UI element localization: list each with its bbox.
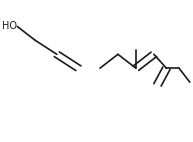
Text: HO: HO: [2, 21, 17, 31]
